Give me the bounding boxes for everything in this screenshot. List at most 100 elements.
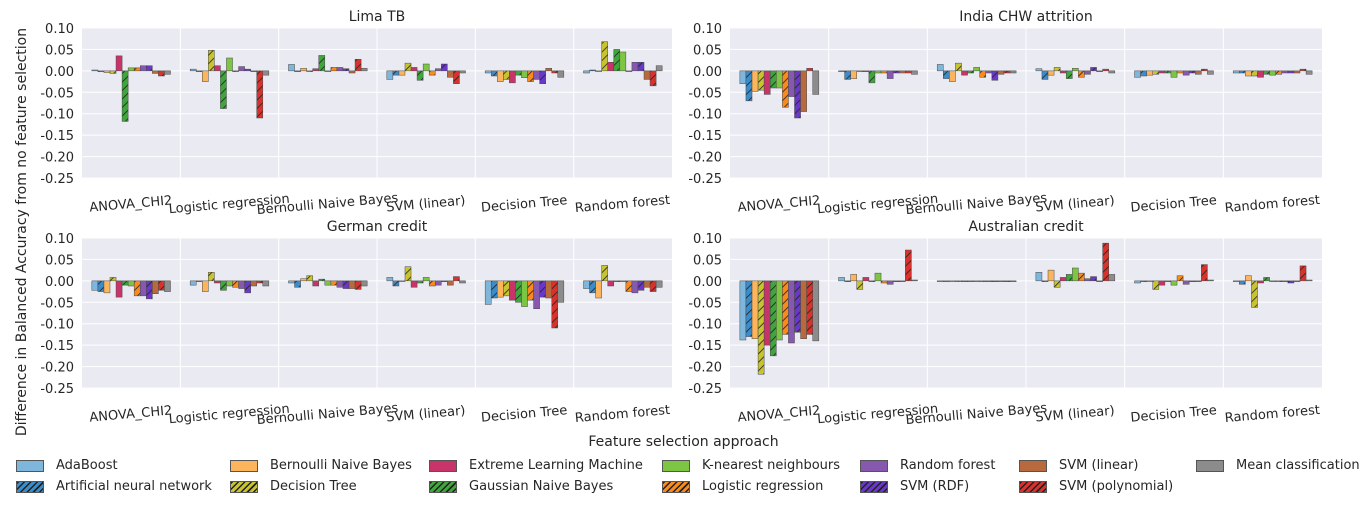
bar <box>164 280 171 292</box>
bar <box>1164 280 1172 282</box>
y-tick-label: -0.10 <box>688 108 722 123</box>
y-tick-label: 0.00 <box>45 65 74 80</box>
bar <box>509 70 516 84</box>
bar <box>441 63 448 72</box>
bar <box>515 70 522 76</box>
legend-item: Decision Tree <box>230 479 357 494</box>
bar <box>1275 280 1283 282</box>
bar <box>1201 68 1208 72</box>
panel-2: 0.10 0.05 0.00 -0.05 -0.10 -0.15 -0.20 -0.25 ANO… <box>688 9 1322 218</box>
bar <box>484 280 492 305</box>
legend-label: Gaussian Naive Bayes <box>469 479 614 494</box>
bar <box>1176 275 1184 282</box>
bar <box>1047 269 1055 282</box>
y-tick-label: -0.20 <box>40 151 74 166</box>
bar <box>133 280 141 297</box>
bar <box>428 70 436 76</box>
bar <box>226 57 233 72</box>
bar <box>1287 280 1295 284</box>
bar <box>1009 280 1017 282</box>
bar <box>886 280 894 285</box>
bar <box>757 70 765 91</box>
bar <box>244 280 251 294</box>
bar <box>1108 70 1116 74</box>
bar <box>583 280 590 289</box>
bar <box>115 280 123 298</box>
panel-title: Lima TB <box>349 9 406 25</box>
x-tick-label: Random forest <box>1224 193 1320 216</box>
bar <box>1003 280 1011 282</box>
bar <box>856 280 864 290</box>
bar <box>862 277 870 282</box>
bar <box>533 70 540 80</box>
bar <box>503 70 510 80</box>
bar <box>979 70 987 78</box>
bar <box>360 68 368 72</box>
bar <box>769 280 777 357</box>
bar <box>943 70 950 79</box>
legend-label: Random forest <box>900 458 996 473</box>
legend-label: Bernoulli Naive Bayes <box>270 458 412 473</box>
bar <box>1053 67 1061 72</box>
panel-title: German credit <box>327 219 428 235</box>
bar <box>539 70 546 84</box>
bar <box>613 280 621 282</box>
bar <box>1299 68 1307 72</box>
legend-swatch <box>230 480 258 493</box>
bar <box>521 70 528 78</box>
y-tick-label: -0.20 <box>40 361 74 376</box>
bar <box>1201 264 1208 282</box>
legend-item: Gaussian Naive Bayes <box>429 479 613 494</box>
bar <box>447 280 454 286</box>
bar <box>300 68 307 72</box>
bar <box>459 70 466 74</box>
bar <box>880 70 888 74</box>
bar <box>844 280 851 282</box>
bar <box>991 70 999 81</box>
bar <box>1146 70 1154 76</box>
legend-item: SVM (RDF) <box>860 479 969 494</box>
bar <box>1009 70 1017 74</box>
legend-swatch <box>860 480 888 493</box>
bar <box>139 65 147 72</box>
bar <box>1305 70 1313 75</box>
bar <box>539 280 546 298</box>
bar <box>146 65 153 72</box>
legend-label: K-nearest neighbours <box>702 458 841 473</box>
bar <box>312 68 320 72</box>
bar <box>1195 280 1202 282</box>
bar <box>1207 279 1214 282</box>
bar <box>441 280 448 282</box>
y-tick-label: -0.20 <box>688 151 722 166</box>
bar <box>643 70 651 80</box>
bar <box>127 280 135 287</box>
bar <box>1182 70 1190 76</box>
bar <box>844 70 851 80</box>
y-tick-label: 0.10 <box>693 232 722 247</box>
x-tick-label: Random forest <box>574 193 670 216</box>
bar <box>739 280 747 341</box>
legend-item: Logistic regression <box>662 479 823 494</box>
bar <box>109 70 117 74</box>
x-tick-label: ANOVA_CHI2 <box>89 403 173 425</box>
bar <box>874 70 882 74</box>
bar <box>342 68 350 72</box>
bar <box>763 280 771 346</box>
bar <box>330 67 338 72</box>
bar <box>1140 280 1147 282</box>
bar <box>459 280 466 284</box>
bar <box>348 70 356 74</box>
bar <box>354 59 362 72</box>
bar <box>490 280 498 299</box>
bar <box>256 70 264 119</box>
bar <box>862 70 870 72</box>
bar <box>911 70 918 75</box>
bar <box>751 280 759 339</box>
bar <box>763 70 771 95</box>
bar <box>545 68 552 72</box>
y-tick-label: -0.15 <box>40 339 74 354</box>
y-tick-label: 0.10 <box>45 232 74 247</box>
bar <box>557 70 565 78</box>
bar <box>91 69 99 72</box>
bar <box>1152 280 1160 290</box>
